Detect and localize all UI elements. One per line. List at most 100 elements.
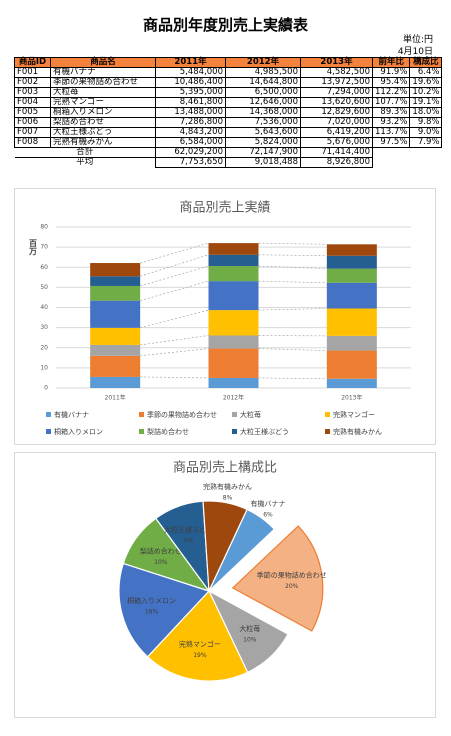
cell: 89.3%: [371, 107, 411, 118]
cell: 7.9%: [409, 137, 443, 148]
cell: 19.1%: [409, 97, 443, 108]
bar-segment: [326, 282, 377, 309]
pie-slice: [231, 525, 324, 632]
legend-label: 完熟マンゴー: [333, 410, 375, 419]
series-line: [140, 348, 209, 357]
cell: 107.7%: [371, 97, 411, 108]
x-tick-label: 2012年: [223, 394, 244, 402]
slice-value: 10%: [154, 559, 168, 566]
legend-swatch: [46, 429, 51, 434]
legend-swatch: [325, 429, 330, 434]
cell: 7,020,000: [300, 117, 373, 128]
summary-cell: 9,018,488: [225, 157, 301, 168]
column-header: 2011年: [155, 57, 226, 68]
slice-label: 大粒王様ぶどう: [164, 525, 213, 534]
cell: 完熟有機みかん: [50, 137, 156, 148]
series-line: [258, 377, 327, 380]
cell: 完熟マンゴー: [50, 97, 156, 108]
bar-segment: [208, 281, 259, 311]
cell: 9.0%: [409, 127, 443, 138]
cell: F007: [14, 127, 51, 138]
y-tick-label: 70: [40, 244, 48, 251]
cell: F005: [14, 107, 51, 118]
bar-segment: [326, 335, 377, 351]
slice-label: 季節の果物詰め合わせ: [257, 570, 327, 579]
column-header: 2013年: [300, 57, 373, 68]
bar-segment: [208, 377, 259, 388]
series-line: [140, 280, 209, 301]
cell: 19.6%: [409, 77, 443, 88]
cell: 97.5%: [371, 137, 411, 148]
bar-segment: [208, 254, 259, 267]
summary-cell: 71,414,400: [300, 147, 373, 158]
bar-segment: [326, 268, 377, 283]
y-tick-label: 40: [40, 304, 48, 311]
slice-label: 桐箱入りメロン: [127, 596, 176, 605]
slice-value: 9%: [184, 538, 194, 545]
slice-label: 大粒苺: [239, 624, 260, 633]
y-tick-label: 30: [40, 324, 48, 331]
legend-swatch: [232, 412, 237, 417]
bar-chart-frame: 商品別売上実績 百万 0 10 20 30 40 50 60 70 80 2011年 2012年 2013…: [14, 188, 436, 445]
cell: 12,646,000: [225, 97, 301, 108]
bar-segment: [208, 310, 259, 336]
bar-segment: [90, 376, 141, 388]
summary-cell: 8,926,800: [300, 157, 373, 168]
slice-label: 完熟有機みかん: [203, 482, 252, 491]
cell: F003: [14, 87, 51, 98]
bar-segment: [90, 276, 141, 286]
cell: 6,500,000: [225, 87, 301, 98]
bar-segment: [208, 243, 259, 255]
legend-label: 大粒王様ぶどう: [240, 427, 289, 436]
series-line: [258, 348, 327, 351]
series-line: [140, 254, 209, 277]
cell: F008: [14, 137, 51, 148]
cell: 91.9%: [371, 67, 411, 78]
column-header: 商品名: [50, 57, 156, 68]
cell: 5,676,000: [300, 137, 373, 148]
bar-segment: [208, 348, 259, 378]
bar-segment: [326, 350, 377, 379]
series-line: [258, 254, 327, 257]
column-header: 前年比: [371, 57, 411, 68]
series-line: [140, 242, 209, 264]
summary-cell: 72,147,900: [225, 147, 301, 158]
slice-value: 18%: [145, 608, 159, 615]
cell: 7,294,000: [300, 87, 373, 98]
cell: 18.0%: [409, 107, 443, 118]
legend-swatch: [139, 429, 144, 434]
bar-segment: [326, 308, 377, 336]
cell: F001: [14, 67, 51, 78]
y-tick-label: 0: [44, 385, 48, 392]
bar-segment: [326, 244, 377, 256]
cell: 6,584,000: [155, 137, 226, 148]
y-tick-label: 60: [40, 264, 48, 271]
bar-segment: [90, 327, 141, 345]
x-tick-label: 2013年: [341, 394, 362, 402]
cell: 12,829,600: [300, 107, 373, 118]
slice-value: 19%: [193, 652, 207, 659]
legend-label: 梨詰め合わせ: [147, 427, 189, 436]
cell: 93.2%: [371, 117, 411, 128]
chart-title: 商品別売上実績: [179, 200, 270, 216]
bar-segment: [90, 300, 141, 328]
y-tick-label: 10: [40, 364, 48, 371]
bar-segment: [326, 378, 377, 388]
legend-swatch: [232, 429, 237, 434]
bar-segment: [90, 285, 141, 301]
legend-swatch: [325, 412, 330, 417]
cell: 13,488,000: [155, 107, 226, 118]
cell: 9.8%: [409, 117, 443, 128]
series-line: [140, 309, 209, 329]
cell: 14,368,000: [225, 107, 301, 118]
cell: F002: [14, 77, 51, 88]
legend-label: 季節の果物詰め合わせ: [147, 410, 217, 419]
slice-value: 6%: [263, 512, 273, 519]
summary-cell: 62,029,200: [155, 147, 226, 158]
column-header: 商品ID: [14, 57, 51, 68]
bar-segment: [90, 355, 141, 377]
cell: 大粒苺: [50, 87, 156, 98]
series-line: [140, 335, 209, 346]
